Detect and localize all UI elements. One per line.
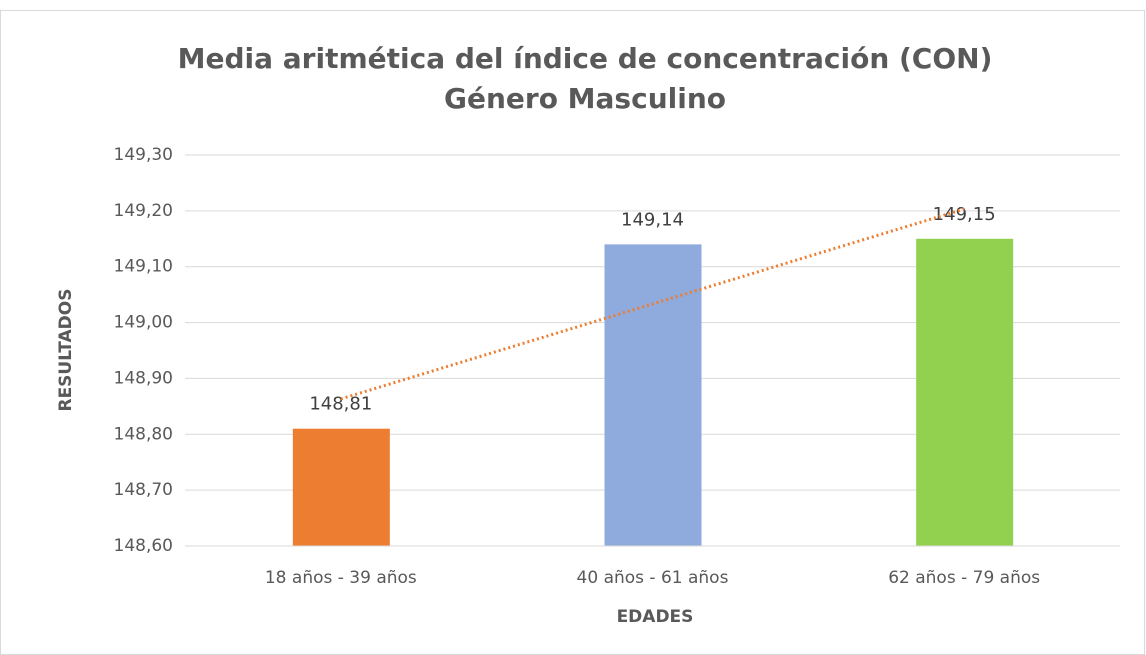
y-tick-label: 148,80 [114, 424, 173, 444]
data-label: 148,81 [309, 394, 372, 415]
trendline [340, 207, 965, 401]
chart-title: Media aritmética del índice de concentra… [178, 42, 993, 75]
x-tick-label: 18 años - 39 años [265, 568, 417, 588]
bar [292, 428, 390, 546]
chart-subtitle: Género Masculino [444, 82, 726, 115]
data-label: 149,15 [933, 204, 996, 225]
y-tick-label: 149,20 [114, 201, 173, 221]
y-axis-title: RESULTADOS [56, 288, 76, 411]
x-tick-label: 40 años - 61 años [577, 568, 729, 588]
bar [604, 244, 702, 546]
bar [916, 238, 1014, 547]
y-tick-label: 148,70 [114, 480, 173, 500]
data-label: 149,14 [621, 209, 684, 230]
y-tick-label: 149,00 [114, 313, 173, 333]
x-axis-title: EDADES [617, 607, 694, 627]
x-tick-label: 62 años - 79 años [888, 568, 1040, 588]
y-tick-label: 149,30 [114, 145, 173, 165]
y-tick-label: 148,90 [114, 368, 173, 388]
y-tick-label: 149,10 [114, 257, 173, 277]
y-tick-label: 148,60 [114, 536, 173, 556]
